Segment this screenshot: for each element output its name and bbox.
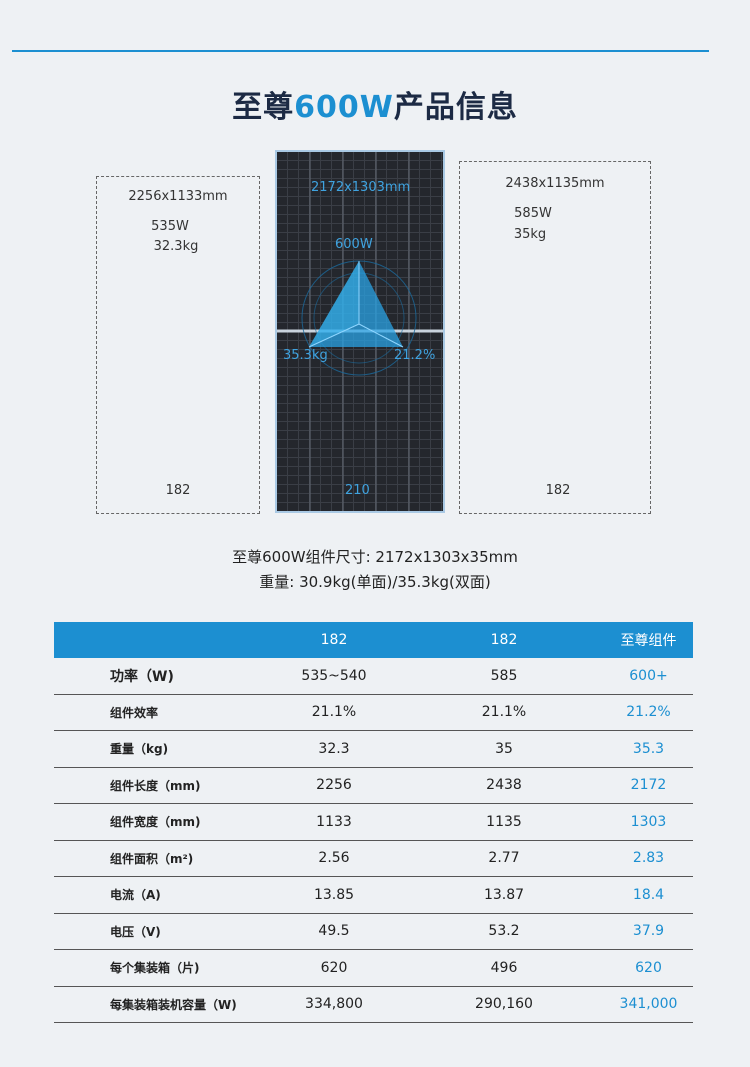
supreme-value: 620	[604, 949, 693, 987]
compare-value: 49.5	[264, 913, 404, 950]
table-row: 组件长度（mm) 2256 2438 2172	[54, 767, 693, 804]
compare-value: 21.1%	[264, 694, 404, 731]
row-label: 每集装箱装机容量（W)	[54, 986, 264, 1023]
row-label: 每个集装箱（片)	[54, 949, 264, 987]
supreme-value: 18.4	[604, 876, 693, 914]
table-row: 组件面积（m²) 2.56 2.77 2.83	[54, 840, 693, 877]
row-label: 电流（A)	[54, 876, 264, 914]
table-row: 每集装箱装机容量（W) 334,800 290,160 341,000	[54, 986, 693, 1023]
supreme-value: 2172	[604, 767, 693, 804]
title-prefix: 至尊	[232, 90, 295, 125]
compare-value: 290,160	[404, 986, 604, 1023]
compare-value: 2256	[264, 767, 404, 804]
compare-value: 2438	[404, 767, 604, 804]
left-module-power: 535W	[151, 219, 189, 234]
compare-value: 13.85	[264, 876, 404, 914]
spec-dimensions: 至尊600W组件尺寸: 2172x1303x35mm	[232, 548, 518, 566]
compare-value: 1135	[404, 803, 604, 841]
right-module-size: 2438x1135mm	[505, 176, 605, 191]
compare-value: 53.2	[404, 913, 604, 950]
compare-value: 1133	[264, 803, 404, 841]
compare-value: 535~540	[264, 658, 404, 695]
right-module-outline: 2438x1135mm 585W 35kg 182	[459, 161, 651, 514]
left-module-size: 2256x1133mm	[128, 189, 228, 204]
solar-panel-image: 2172x1303mm 600W 35.3kg 21.2% 210	[275, 150, 445, 513]
supreme-value: 35.3	[604, 730, 693, 768]
row-label: 组件面积（m²)	[54, 840, 264, 877]
table-header-row: 182 182 至尊组件	[54, 622, 693, 658]
table-row: 组件宽度（mm) 1133 1135 1303	[54, 803, 693, 841]
center-module-size: 2172x1303mm	[311, 180, 411, 195]
compare-value: 620	[264, 949, 404, 987]
supreme-value: 2.83	[604, 840, 693, 877]
table-row: 每个集装箱（片) 620 496 620	[54, 949, 693, 987]
compare-value: 2.56	[264, 840, 404, 877]
center-module-power: 600W	[335, 237, 373, 252]
compare-value: 32.3	[264, 730, 404, 768]
compare-value: 2.77	[404, 840, 604, 877]
center-module-weight: 35.3kg	[283, 348, 328, 363]
top-divider	[12, 50, 709, 52]
left-module-weight: 32.3kg	[153, 239, 199, 254]
table-row: 组件效率 21.1% 21.1% 21.2%	[54, 694, 693, 731]
row-label: 重量（kg)	[54, 730, 264, 768]
row-label: 组件长度（mm)	[54, 767, 264, 804]
supreme-value: 37.9	[604, 913, 693, 950]
spec-weight: 重量: 30.9kg(单面)/35.3kg(双面)	[259, 573, 491, 591]
compare-value: 35	[404, 730, 604, 768]
supreme-value: 1303	[604, 803, 693, 841]
left-module-outline: 2256x1133mm 535W 32.3kg 182	[96, 176, 260, 514]
center-module-efficiency: 21.2%	[394, 348, 436, 363]
right-module-cell: 182	[545, 483, 571, 498]
table-row: 功率（W) 535~540 585 600+	[54, 658, 693, 695]
compare-value: 13.87	[404, 876, 604, 914]
row-label: 功率（W)	[54, 658, 264, 695]
row-label: 电压（V)	[54, 913, 264, 950]
table-header-supreme: 至尊组件	[604, 622, 693, 658]
compare-value: 21.1%	[404, 694, 604, 731]
title-suffix: 产品信息	[393, 90, 518, 125]
title-accent: 600W	[294, 90, 394, 125]
row-label: 组件宽度（mm)	[54, 803, 264, 841]
comparison-table: 182 182 至尊组件 功率（W) 535~540 585 600+ 组件效率 21.1…	[54, 622, 693, 1023]
table-header-182-a: 182	[264, 622, 404, 658]
left-module-cell: 182	[165, 483, 191, 498]
right-module-weight: 35kg	[513, 227, 547, 242]
supreme-value: 600+	[604, 658, 693, 695]
table-header-182-b: 182	[404, 622, 604, 658]
page-title: 至尊600W产品信息	[0, 82, 750, 126]
supreme-value: 21.2%	[604, 694, 693, 731]
table-row: 电压（V) 49.5 53.2 37.9	[54, 913, 693, 950]
compare-value: 585	[404, 658, 604, 695]
supreme-value: 341,000	[604, 986, 693, 1023]
compare-value: 334,800	[264, 986, 404, 1023]
center-module-cell: 210	[345, 483, 370, 498]
table-row: 电流（A) 13.85 13.87 18.4	[54, 876, 693, 914]
row-label: 组件效率	[54, 694, 264, 731]
compare-value: 496	[404, 949, 604, 987]
right-module-power: 585W	[514, 206, 552, 221]
table-header-empty	[54, 622, 264, 658]
table-row: 重量（kg) 32.3 35 35.3	[54, 730, 693, 768]
